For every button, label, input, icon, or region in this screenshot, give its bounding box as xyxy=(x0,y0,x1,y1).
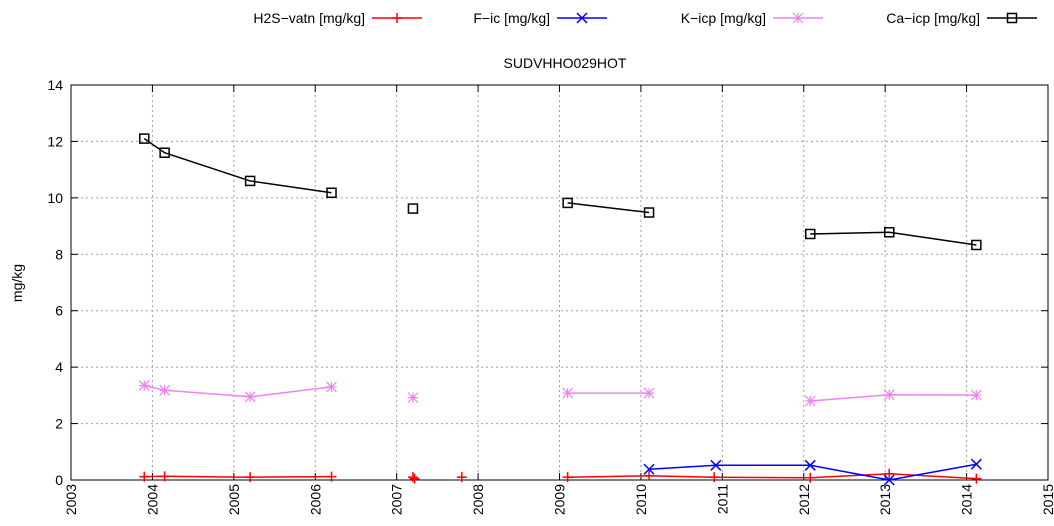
y-tick-label: 4 xyxy=(55,359,63,375)
axes: 0 2 4 6 8 10 12 14 2003 2004 2005 2006 2007 2008 2009 2… xyxy=(47,77,1054,515)
data-point xyxy=(1006,12,1018,24)
data-point xyxy=(970,458,982,470)
x-tick-label: 2013 xyxy=(877,484,893,515)
data-point xyxy=(409,473,420,484)
data-point xyxy=(326,381,337,393)
series-line xyxy=(144,475,332,478)
data-point xyxy=(326,471,337,482)
x-tick-label: 2014 xyxy=(959,484,975,515)
legend: H2S−vatn [mg/kg] F−ic [mg/kg] K−icp [mg/kg… xyxy=(253,10,1037,26)
data-point xyxy=(804,395,816,407)
x-tick-label: 2012 xyxy=(796,484,812,515)
legend-label: Ca−icp [mg/kg] xyxy=(886,10,980,26)
series-line xyxy=(143,137,332,194)
data-point xyxy=(138,380,150,391)
data-point xyxy=(139,471,150,482)
series-3 xyxy=(139,133,982,251)
data-point xyxy=(883,389,895,401)
x-tick-label: 2011 xyxy=(714,484,730,514)
series-line xyxy=(810,231,977,246)
data-point xyxy=(139,133,150,144)
data-point xyxy=(643,207,655,218)
data-point xyxy=(644,470,655,481)
data-point xyxy=(884,468,895,479)
x-tick-label: 2006 xyxy=(307,484,323,515)
series-2 xyxy=(138,380,982,407)
plot-area xyxy=(138,133,982,486)
legend-label: F−ic [mg/kg] xyxy=(473,10,550,26)
y-tick-label: 6 xyxy=(55,303,63,319)
y-tick-label: 10 xyxy=(47,190,63,206)
legend-item-3: Ca−icp [mg/kg] xyxy=(886,10,1037,26)
data-point xyxy=(643,463,655,475)
data-point xyxy=(971,473,982,484)
series-line xyxy=(567,202,650,214)
series-line xyxy=(144,384,332,398)
x-tick-label: 2009 xyxy=(552,484,568,515)
x-tick-label: 2004 xyxy=(144,484,160,515)
data-point xyxy=(971,239,982,251)
x-tick-label: 2015 xyxy=(1040,484,1054,515)
data-point xyxy=(643,387,655,399)
x-tick-label: 2005 xyxy=(226,484,242,515)
legend-item-2: K−icp [mg/kg] xyxy=(681,10,823,26)
data-point xyxy=(456,472,467,483)
data-point xyxy=(805,228,816,240)
data-point xyxy=(710,459,722,471)
data-point xyxy=(792,12,804,24)
chart-title: SUDVHHO029HOT xyxy=(504,55,627,71)
data-point xyxy=(159,147,170,158)
data-point xyxy=(245,472,256,483)
series-line xyxy=(810,394,977,402)
data-point xyxy=(804,459,816,471)
data-point xyxy=(407,472,418,483)
y-tick-label: 14 xyxy=(47,77,63,93)
legend-item-0: H2S−vatn [mg/kg] xyxy=(253,10,422,26)
data-point xyxy=(159,471,170,482)
data-point xyxy=(970,389,982,401)
legend-label: K−icp [mg/kg] xyxy=(681,10,766,26)
data-point xyxy=(576,12,588,24)
y-tick-label: 0 xyxy=(55,472,63,488)
data-point xyxy=(562,387,574,399)
series-0 xyxy=(139,468,982,484)
legend-label: H2S−vatn [mg/kg] xyxy=(253,10,365,26)
data-point xyxy=(244,391,256,403)
y-tick-label: 12 xyxy=(47,133,63,149)
data-point xyxy=(392,13,402,23)
data-point xyxy=(159,384,171,396)
data-point xyxy=(407,203,419,214)
y-axis-label: mg/kg xyxy=(9,264,25,302)
data-point xyxy=(326,187,337,199)
data-point xyxy=(562,472,573,483)
series-1 xyxy=(643,458,982,486)
data-point xyxy=(883,227,895,238)
data-point xyxy=(562,197,573,209)
x-tick-label: 2003 xyxy=(63,484,79,515)
grid xyxy=(71,85,1048,480)
data-point xyxy=(407,392,419,404)
data-point xyxy=(883,474,895,486)
data-point xyxy=(805,472,816,483)
y-tick-label: 8 xyxy=(55,246,63,262)
data-point xyxy=(709,472,720,483)
data-point xyxy=(244,175,256,187)
x-tick-label: 2008 xyxy=(470,484,486,515)
y-tick-label: 2 xyxy=(55,416,63,432)
x-tick-label: 2007 xyxy=(389,484,405,515)
legend-item-1: F−ic [mg/kg] xyxy=(473,10,607,26)
x-tick-label: 2010 xyxy=(633,484,649,515)
series-line xyxy=(567,473,977,480)
